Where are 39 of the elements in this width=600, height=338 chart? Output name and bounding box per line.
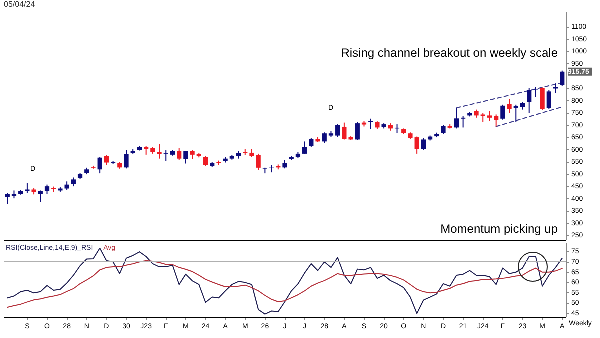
candlestick xyxy=(44,184,50,195)
line-series xyxy=(7,260,563,308)
candlestick xyxy=(309,138,314,148)
chart-title: 05/04/24 xyxy=(4,0,36,9)
candlestick xyxy=(494,114,499,128)
candlestick xyxy=(487,110,492,122)
candlestick xyxy=(480,112,486,123)
candlestick xyxy=(98,156,102,174)
candlestick xyxy=(507,98,512,114)
annotation: Momentum picking up xyxy=(440,222,558,236)
candlestick xyxy=(454,108,460,130)
candlestick xyxy=(5,192,10,205)
candlestick xyxy=(546,90,552,110)
candlestick xyxy=(269,164,274,174)
candlestick xyxy=(414,136,420,154)
candlestick xyxy=(336,124,340,138)
candlestick xyxy=(157,144,162,160)
annotation: Rising channel breakout on weekly scale xyxy=(341,46,558,60)
candlestick xyxy=(527,88,532,114)
candlestick xyxy=(25,182,30,194)
candlestick xyxy=(302,141,308,155)
candlestick xyxy=(560,70,565,87)
candlestick xyxy=(322,132,327,144)
candlestick xyxy=(421,138,426,151)
candlestick xyxy=(203,156,208,167)
candlestick xyxy=(177,148,182,161)
candlestick xyxy=(256,153,261,171)
candlestick xyxy=(124,150,129,170)
candlestick xyxy=(500,104,506,120)
candlestick xyxy=(355,122,360,141)
candlestick xyxy=(441,124,446,135)
candlestick xyxy=(460,116,466,128)
candlestick xyxy=(104,154,110,166)
candlestick xyxy=(540,87,545,111)
candlestick xyxy=(164,150,168,162)
candlestick xyxy=(534,87,538,98)
candlestick xyxy=(184,150,188,164)
candlestick xyxy=(342,122,347,140)
candlestick xyxy=(38,190,43,203)
